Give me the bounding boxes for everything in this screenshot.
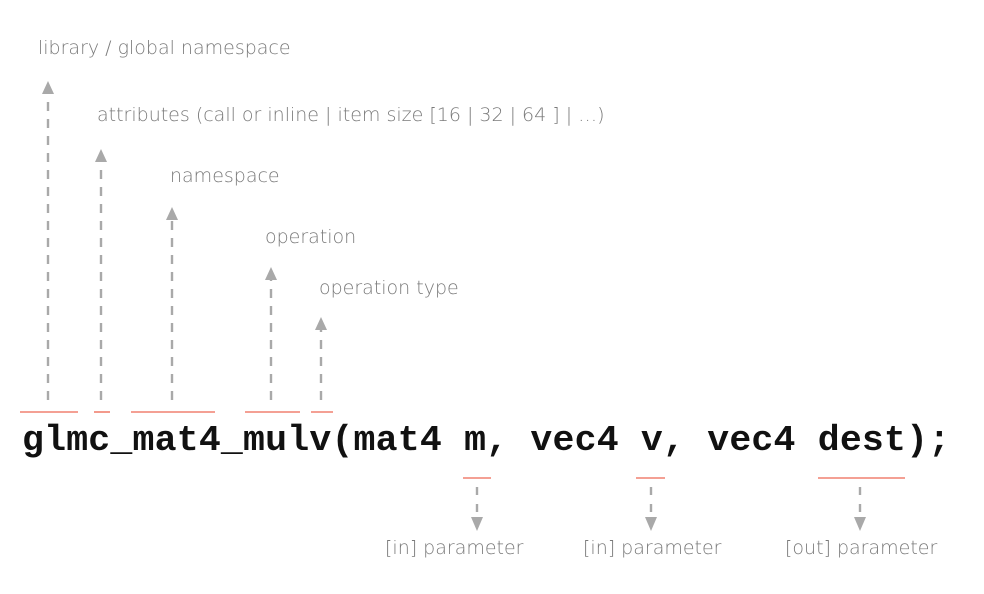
label-in-parameter-m: [in] parameter [385, 537, 524, 559]
arrow-up-icon [42, 81, 54, 94]
label-operation-type: operation type [319, 277, 459, 299]
label-namespace: namespace [170, 165, 280, 187]
label-operation: operation [265, 226, 357, 248]
arrow-down-icon [854, 517, 866, 531]
arrow-down-icon [645, 517, 657, 531]
arrow-up-icon [265, 267, 277, 280]
arrow-up-icon [166, 207, 178, 220]
label-attributes: attributes (call or inline | item size [… [97, 104, 605, 126]
label-library-namespace: library / global namespace [38, 37, 291, 59]
label-in-parameter-v: [in] parameter [583, 537, 722, 559]
arrow-up-icon [95, 149, 107, 162]
arrow-up-icon [315, 317, 327, 330]
function-signature: glmc_mat4_mulv(mat4 m, vec4 v, vec4 dest… [22, 420, 951, 461]
arrow-down-icon [471, 517, 483, 531]
label-out-parameter-dest: [out] parameter [785, 537, 938, 559]
